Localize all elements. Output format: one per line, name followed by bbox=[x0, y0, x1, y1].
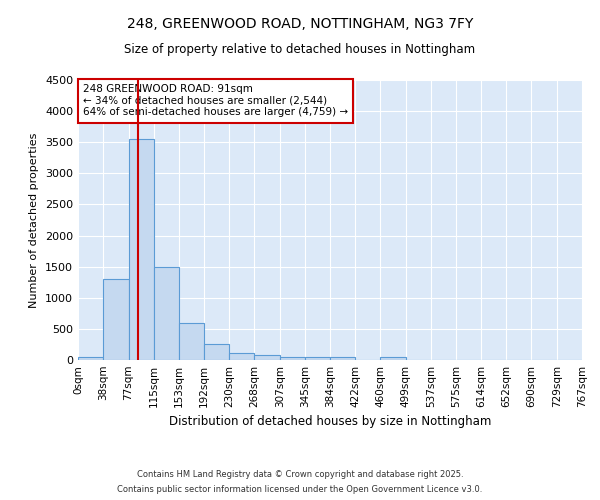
Bar bbox=[179, 322, 204, 360]
Text: Contains HM Land Registry data © Crown copyright and database right 2025.: Contains HM Land Registry data © Crown c… bbox=[137, 470, 463, 479]
X-axis label: Distribution of detached houses by size in Nottingham: Distribution of detached houses by size … bbox=[169, 416, 491, 428]
Bar bbox=[305, 357, 331, 360]
Bar bbox=[204, 344, 229, 360]
Bar bbox=[380, 357, 406, 360]
Text: 248, GREENWOOD ROAD, NOTTINGHAM, NG3 7FY: 248, GREENWOOD ROAD, NOTTINGHAM, NG3 7FY bbox=[127, 18, 473, 32]
Text: Size of property relative to detached houses in Nottingham: Size of property relative to detached ho… bbox=[124, 42, 476, 56]
Bar bbox=[103, 279, 128, 360]
Text: 248 GREENWOOD ROAD: 91sqm
← 34% of detached houses are smaller (2,544)
64% of se: 248 GREENWOOD ROAD: 91sqm ← 34% of detac… bbox=[83, 84, 348, 117]
Bar bbox=[229, 352, 254, 360]
Bar bbox=[78, 357, 103, 360]
Text: Contains public sector information licensed under the Open Government Licence v3: Contains public sector information licen… bbox=[118, 485, 482, 494]
Y-axis label: Number of detached properties: Number of detached properties bbox=[29, 132, 40, 308]
Bar bbox=[254, 355, 280, 360]
Bar bbox=[331, 357, 355, 360]
Bar bbox=[280, 357, 305, 360]
Bar bbox=[128, 139, 154, 360]
Bar bbox=[154, 266, 179, 360]
